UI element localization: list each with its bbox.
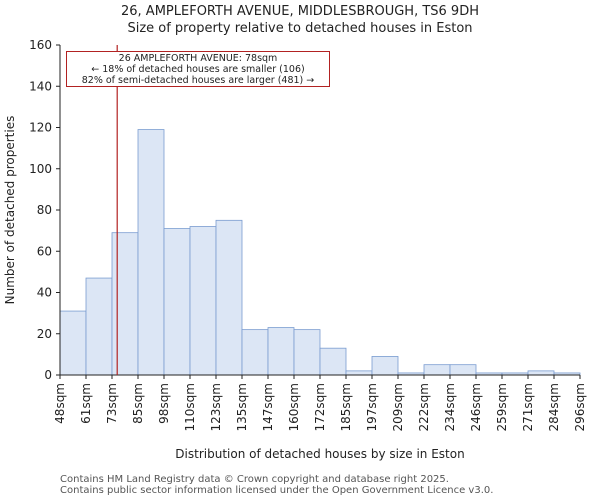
- x-tick-label: 172sqm: [313, 383, 327, 431]
- y-tick-label: 140: [29, 79, 52, 93]
- x-axis-ticks: 48sqm 61sqm 73sqm 85sqm 98sqm 110sqm 123sqm 135…: [53, 375, 587, 431]
- chart-subtitle: Size of property relative to detached ho…: [127, 21, 473, 36]
- bar-271sqm: [527, 370, 555, 376]
- y-tick-label: 120: [29, 121, 52, 135]
- x-tick-label: 234sqm: [443, 383, 457, 431]
- bar-185sqm: [345, 370, 373, 376]
- y-tick-label: 0: [44, 368, 52, 382]
- bar-197sqm: [371, 356, 399, 376]
- bar-147sqm: [267, 327, 295, 376]
- chart-title: 26, AMPLEFORTH AVENUE, MIDDLESBROUGH, TS…: [121, 4, 479, 19]
- bar-222sqm: [423, 364, 451, 376]
- y-tick-label: 60: [37, 244, 52, 258]
- y-tick-label: 80: [37, 203, 52, 217]
- x-tick-label: 48sqm: [53, 383, 67, 424]
- x-tick-label: 284sqm: [547, 383, 561, 431]
- y-axis-ticks: 0 20 40 60 80 100 120 140 160: [29, 38, 60, 382]
- footer-licence: Contains public sector information licen…: [60, 485, 494, 496]
- bar-85sqm: [137, 129, 165, 376]
- bar-110sqm: [189, 226, 217, 376]
- x-tick-label: 110sqm: [183, 383, 197, 431]
- annotation-line-1: 26 AMPLEFORTH AVENUE: 78sqm: [118, 53, 278, 64]
- x-tick-label: 123sqm: [209, 383, 223, 431]
- x-tick-label: 61sqm: [79, 383, 93, 424]
- bar-98sqm: [163, 228, 191, 376]
- x-tick-label: 73sqm: [105, 383, 119, 424]
- x-tick-label: 296sqm: [573, 383, 587, 431]
- x-tick-label: 197sqm: [365, 383, 379, 431]
- property-annotation-box: 26 AMPLEFORTH AVENUE: 78sqm ← 18% of det…: [66, 51, 330, 87]
- x-tick-label: 222sqm: [417, 383, 431, 431]
- y-tick-label: 160: [29, 38, 52, 52]
- bar-48sqm: [59, 310, 87, 376]
- bar-160sqm: [293, 329, 321, 376]
- y-tick-label: 20: [37, 327, 52, 341]
- bar-123sqm: [215, 219, 243, 376]
- x-tick-label: 271sqm: [521, 383, 535, 431]
- y-axis-title: Number of detached properties: [3, 116, 17, 305]
- bar-73sqm: [111, 232, 139, 376]
- x-tick-label: 147sqm: [261, 383, 275, 431]
- annotation-line-2: ← 18% of detached houses are smaller (10…: [91, 64, 305, 75]
- annotation-line-3: 82% of semi-detached houses are larger (…: [81, 75, 315, 86]
- footer-copyright: Contains HM Land Registry data © Crown c…: [60, 474, 449, 485]
- x-tick-label: 209sqm: [391, 383, 405, 431]
- x-tick-label: 259sqm: [495, 383, 509, 431]
- y-tick-label: 100: [29, 162, 52, 176]
- bar-172sqm: [319, 347, 347, 376]
- bar-234sqm: [449, 364, 477, 376]
- bars-group: [59, 129, 581, 376]
- x-tick-label: 160sqm: [287, 383, 301, 431]
- y-tick-label: 40: [37, 286, 52, 300]
- x-tick-label: 85sqm: [131, 383, 145, 424]
- x-tick-label: 185sqm: [339, 383, 353, 431]
- x-tick-label: 246sqm: [469, 383, 483, 431]
- x-tick-label: 135sqm: [235, 383, 249, 431]
- x-axis-title: Distribution of detached houses by size …: [175, 447, 464, 461]
- bar-135sqm: [241, 329, 269, 376]
- x-tick-label: 98sqm: [157, 383, 171, 424]
- bar-61sqm: [85, 277, 113, 376]
